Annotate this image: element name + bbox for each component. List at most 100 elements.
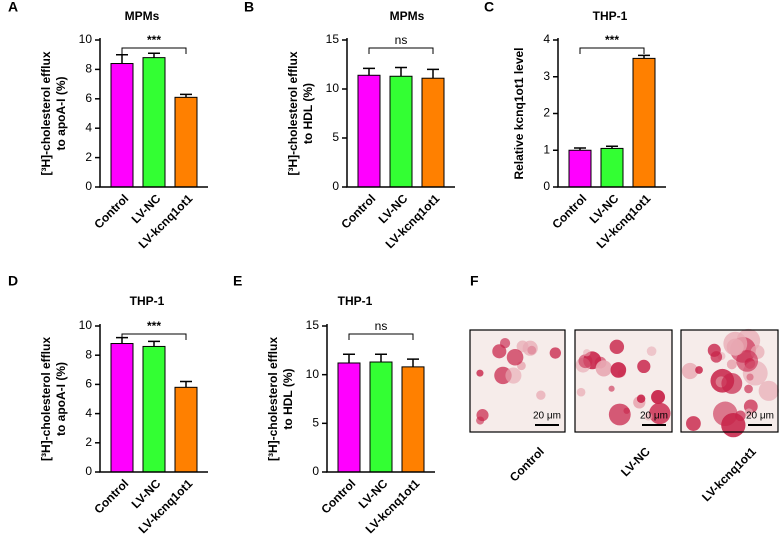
error-bar [638,54,650,59]
panel-letter: C [484,0,494,15]
image-label: LV-NC [618,444,653,479]
cell [744,384,753,394]
y-tick-label: 8 [85,62,92,76]
y-tick-label: 10 [326,81,340,95]
error-bar [407,358,419,367]
y-tick-label: 0 [543,179,550,193]
y-tick-label: 15 [306,318,320,332]
bar [632,57,656,188]
y-tick-label: 3 [543,69,550,83]
cell [476,416,485,425]
cell [578,354,593,369]
image-label: Control [507,444,547,484]
error-bar [343,353,355,363]
chart-title: MPMs [125,9,160,23]
cell [637,359,651,374]
error-bar [427,68,439,79]
cell [712,401,738,426]
error-bar [148,340,160,347]
y-tick-label: 4 [85,406,92,420]
cell [758,380,779,401]
cell [549,347,561,359]
bar [568,149,592,188]
panel-letter: F [470,273,479,289]
significance-label: ns [375,319,388,333]
y-axis-label: to apoA-I (%) [54,362,68,436]
error-bar [395,66,407,77]
bar [600,147,624,188]
bar [401,366,425,473]
chart-title: MPMs [390,9,425,23]
y-tick-label: 2 [85,150,92,164]
y-axis-label: Relative kcnq1ot1 level [512,47,526,179]
cell [744,408,754,417]
panel-letter: B [244,0,254,15]
y-tick-label: 0 [85,179,92,193]
image-label: LV-kcnq1ot1 [699,444,759,504]
y-axis-label: [³H]-cholesterol efflux [286,51,300,175]
bar [357,74,381,188]
cell [609,339,625,355]
y-axis-label: [³H]-cholesterol efflux [39,51,53,175]
chart-title: THP-1 [338,294,373,308]
axes [99,38,208,188]
panel-letter: D [8,273,18,289]
y-axis-label: to HDL (%) [281,368,295,429]
significance-bracket [348,333,414,340]
error-bar [606,145,618,149]
y-tick-label: 6 [85,377,92,391]
y-axis-label: [³H]-cholesterol efflux [266,337,280,461]
micrograph-frame [680,329,779,433]
bar [142,57,166,188]
y-axis-label: to apoA-I (%) [54,77,68,151]
y-tick-label: 4 [85,120,92,134]
cell [583,349,591,357]
significance-bracket [121,47,187,54]
error-bar [574,147,586,151]
scale-bar-label: 20 μm [640,411,668,422]
y-tick-label: 4 [543,32,550,46]
chart-title: THP-1 [593,9,628,23]
error-bar [180,93,192,98]
significance-label: *** [147,319,161,333]
cell [686,416,701,431]
error-bar [116,53,128,64]
scale-bar-label: 20 μm [533,411,561,422]
cell [476,369,484,377]
cell [736,349,759,372]
cell [726,338,744,356]
axes [326,324,435,473]
bar [110,63,134,188]
cell [636,394,646,404]
micrograph-frame [469,329,566,433]
y-tick-label: 10 [79,32,93,46]
micrograph-frame [574,329,673,433]
panel-letter: E [233,273,242,289]
significance-label: *** [147,33,161,47]
cell [651,390,666,405]
cell [608,385,615,392]
panel-letter: A [8,0,18,15]
error-bar [180,380,192,388]
x-tick-label: Control [91,191,131,231]
y-tick-label: 10 [79,318,93,332]
axes [557,38,666,188]
significance-bracket [368,47,434,54]
error-bar [375,353,387,363]
cell [595,360,612,377]
y-tick-label: 1 [543,142,550,156]
cell [735,410,746,422]
cell [492,344,507,359]
x-tick-label: Control [338,191,378,231]
cell [721,373,743,394]
x-tick-label: Control [549,191,589,231]
cell [522,340,538,356]
significance-bracket [579,47,645,54]
y-tick-label: 15 [326,32,340,46]
cell [608,403,631,426]
x-tick-label: Control [91,476,131,516]
y-tick-label: 5 [332,130,339,144]
bar [174,386,198,473]
axes [346,38,455,188]
error-bar [363,67,375,76]
